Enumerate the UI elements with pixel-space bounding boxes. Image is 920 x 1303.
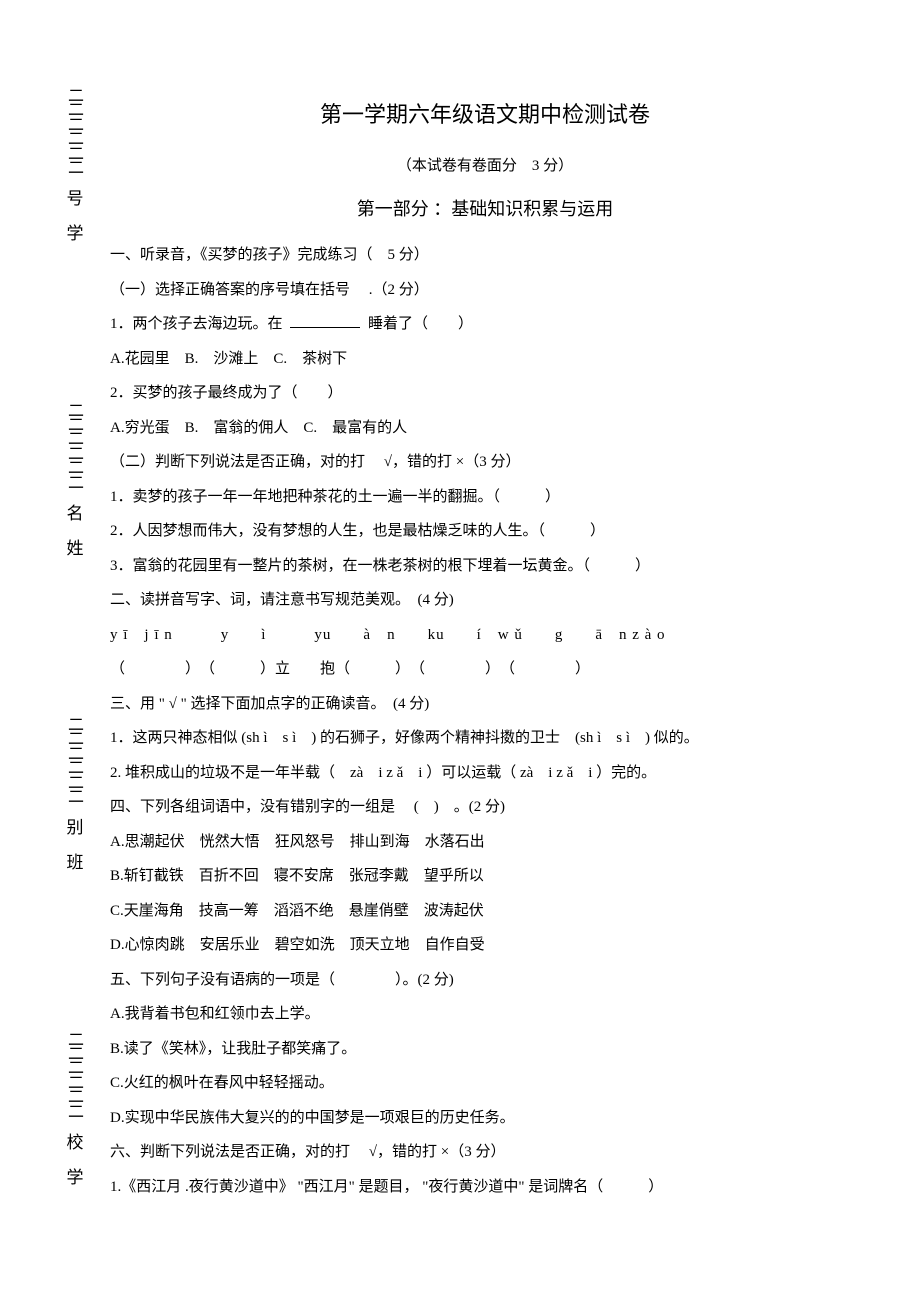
q1-item1: 1．两个孩子去海边玩。在 睡着了（ ） [110,307,860,342]
q1-j1: 1．卖梦的孩子一年一年地把种茶花的土一遍一半的翻掘。（ ） [110,480,860,515]
side-char-ban: 班 [67,848,84,873]
q4-a: A.思潮起伏 恍然大悟 狂风怒号 排山到海 水落石出 [110,825,860,860]
side-char-xue1: 学 [67,219,84,244]
q1-opt1: A.花园里 B. 沙滩上 C. 茶树下 [110,342,860,377]
dash-marks: 二二二二二二 [68,90,82,176]
q3-heading: 三、用 " √ " 选择下面加点字的正确读音。 (4 分) [110,687,860,722]
q1-item2: 2．买梦的孩子最终成为了（ ） [110,376,860,411]
q4-d: D.心惊肉跳 安居乐业 碧空如洗 顶天立地 自作自受 [110,928,860,963]
q4-c: C.天崖海角 技高一筹 滔滔不绝 悬崖俏壁 波涛起伏 [110,894,860,929]
q2-heading: 二、读拼音写字、词，请注意书写规范美观。 (4 分) [110,583,860,618]
q1-opt2: A.穷光蛋 B. 富翁的佣人 C. 最富有的人 [110,411,860,446]
q6-heading: 六、判断下列说法是否正确，对的打 √，错的打 ×（3 分） [110,1135,860,1170]
side-char-bie: 别 [67,813,84,838]
side-char-hao: 号 [67,184,84,209]
q1-sub1: （一）选择正确答案的序号填在括号 .（2 分） [110,273,860,308]
q1-item1-end: 睡着了（ ） [368,316,473,332]
q2-pinyin: y ī j ī n y ì yu à n ku í w ǔ g ā n z à … [110,618,860,653]
side-group-3: 二二二二二二 别 班 [67,719,84,875]
side-char-ming: 名 [67,499,84,524]
side-group-1: 二二二二二二 号 学 [67,90,84,246]
q4-b: B.斩钉截铁 百折不回 寝不安席 张冠李戴 望乎所以 [110,859,860,894]
q1-item1-text: 1．两个孩子去海边玩。在 [110,316,283,332]
q6-item1: 1.《西江月 .夜行黄沙道中》 "西江月" 是题目， "夜行黄沙道中" 是词牌名… [110,1170,860,1205]
side-char-xue2: 学 [67,1163,84,1188]
exam-title: 第一学期六年级语文期中检测试卷 [110,90,860,141]
q1-j2: 2．人因梦想而伟大，没有梦想的人生，也是最枯燥乏味的人生。（ ） [110,514,860,549]
dash-marks: 二二二二二二 [68,719,82,805]
blank-line [290,326,360,328]
dash-marks: 二二二二二二 [68,405,82,491]
q1-sub2: （二）判断下列说法是否正确，对的打 √，错的打 ×（3 分） [110,445,860,480]
q5-d: D.实现中华民族伟大复兴的的中国梦是一项艰巨的历史任务。 [110,1101,860,1136]
dash-marks: 二二二二二二 [68,1034,82,1120]
section-1-title: 第一部分 ：基础知识积累与运用 [110,189,860,230]
q5-a: A.我背着书包和红领巾去上学。 [110,997,860,1032]
q1-j3: 3．富翁的花园里有一整片的茶树，在一株老茶树的根下埋着一坛黄金。（ ） [110,549,860,584]
q5-heading: 五、下列句子没有语病的一项是（ ）。(2 分) [110,963,860,998]
q1-heading: 一、听录音，《买梦的孩子》完成练习（ 5 分） [110,238,860,273]
q5-b: B.读了《笑林》，让我肚子都笑痛了。 [110,1032,860,1067]
side-group-2: 二二二二二二 名 姓 [67,405,84,561]
side-group-4: 二二二二二二 校 学 [67,1034,84,1190]
main-content: 第一学期六年级语文期中检测试卷 （本试卷有卷面分 3 分） 第一部分 ：基础知识… [110,90,860,1204]
q3-line1: 1．这两只神态相似 (sh ì s ì ) 的石狮子，好像两个精神抖擞的卫士 (… [110,721,860,756]
q3-line2: 2. 堆积成山的垃圾不是一年半载（ zà i z ǎ i ）可以运载（ zà i… [110,756,860,791]
exam-subtitle: （本试卷有卷面分 3 分） [110,149,860,184]
q5-c: C.火红的枫叶在春风中轻轻摇动。 [110,1066,860,1101]
side-char-xing: 姓 [67,534,84,559]
side-char-xiao: 校 [67,1128,84,1153]
q4-heading: 四、下列各组词语中，没有错别字的一组是 ( ) 。(2 分) [110,790,860,825]
q2-parens: （ ） （ ）立 抱（ ） （ ） （ ） [110,652,860,687]
side-labels-column: 二二二二二二 号 学 二二二二二二 名 姓 二二二二二二 别 班 二二二二二二 … [60,90,90,1190]
